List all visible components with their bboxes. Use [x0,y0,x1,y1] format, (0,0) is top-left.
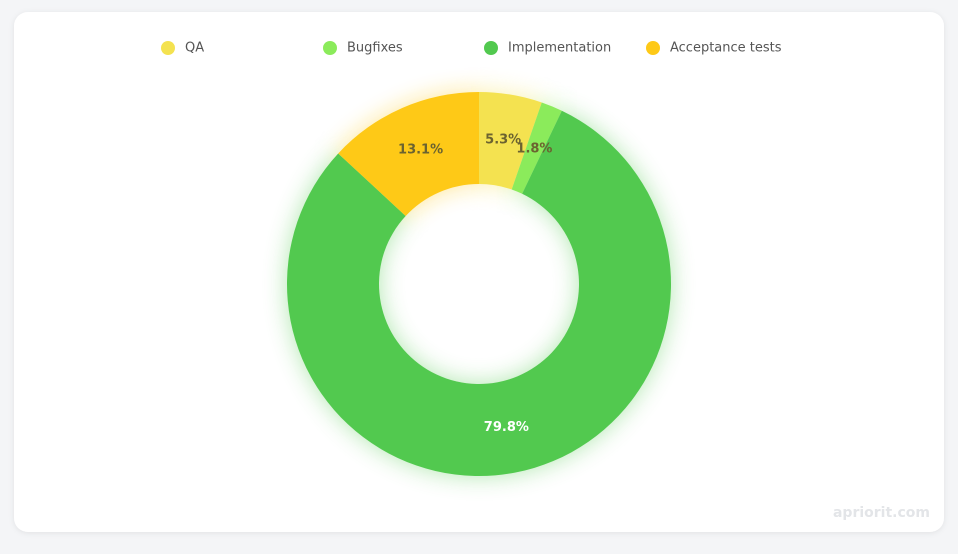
slice [479,92,542,190]
card [14,12,944,532]
slice [338,92,479,217]
data-label: 5.3% [485,133,521,148]
data-label: 13.1% [398,143,443,158]
legend-swatch [161,41,175,55]
watermark: apriorit.com [833,505,930,521]
legend-label: Acceptance tests [670,41,782,56]
slice [511,102,562,194]
data-label: 1.8% [516,141,552,156]
legend-swatch [323,41,337,55]
data-label: 79.8% [484,420,529,435]
legend-label: QA [185,41,204,56]
labels: 5.3%1.8% 79.8% 13.1% [398,133,552,435]
slice [287,110,671,477]
legend-swatch [646,41,660,55]
legend-label: Implementation [508,41,611,56]
legend: QA Bugfixes Implementation Acceptance tests [161,41,782,56]
legend-label: Bugfixes [347,41,403,56]
slices [287,92,671,477]
legend-swatch [484,41,498,55]
